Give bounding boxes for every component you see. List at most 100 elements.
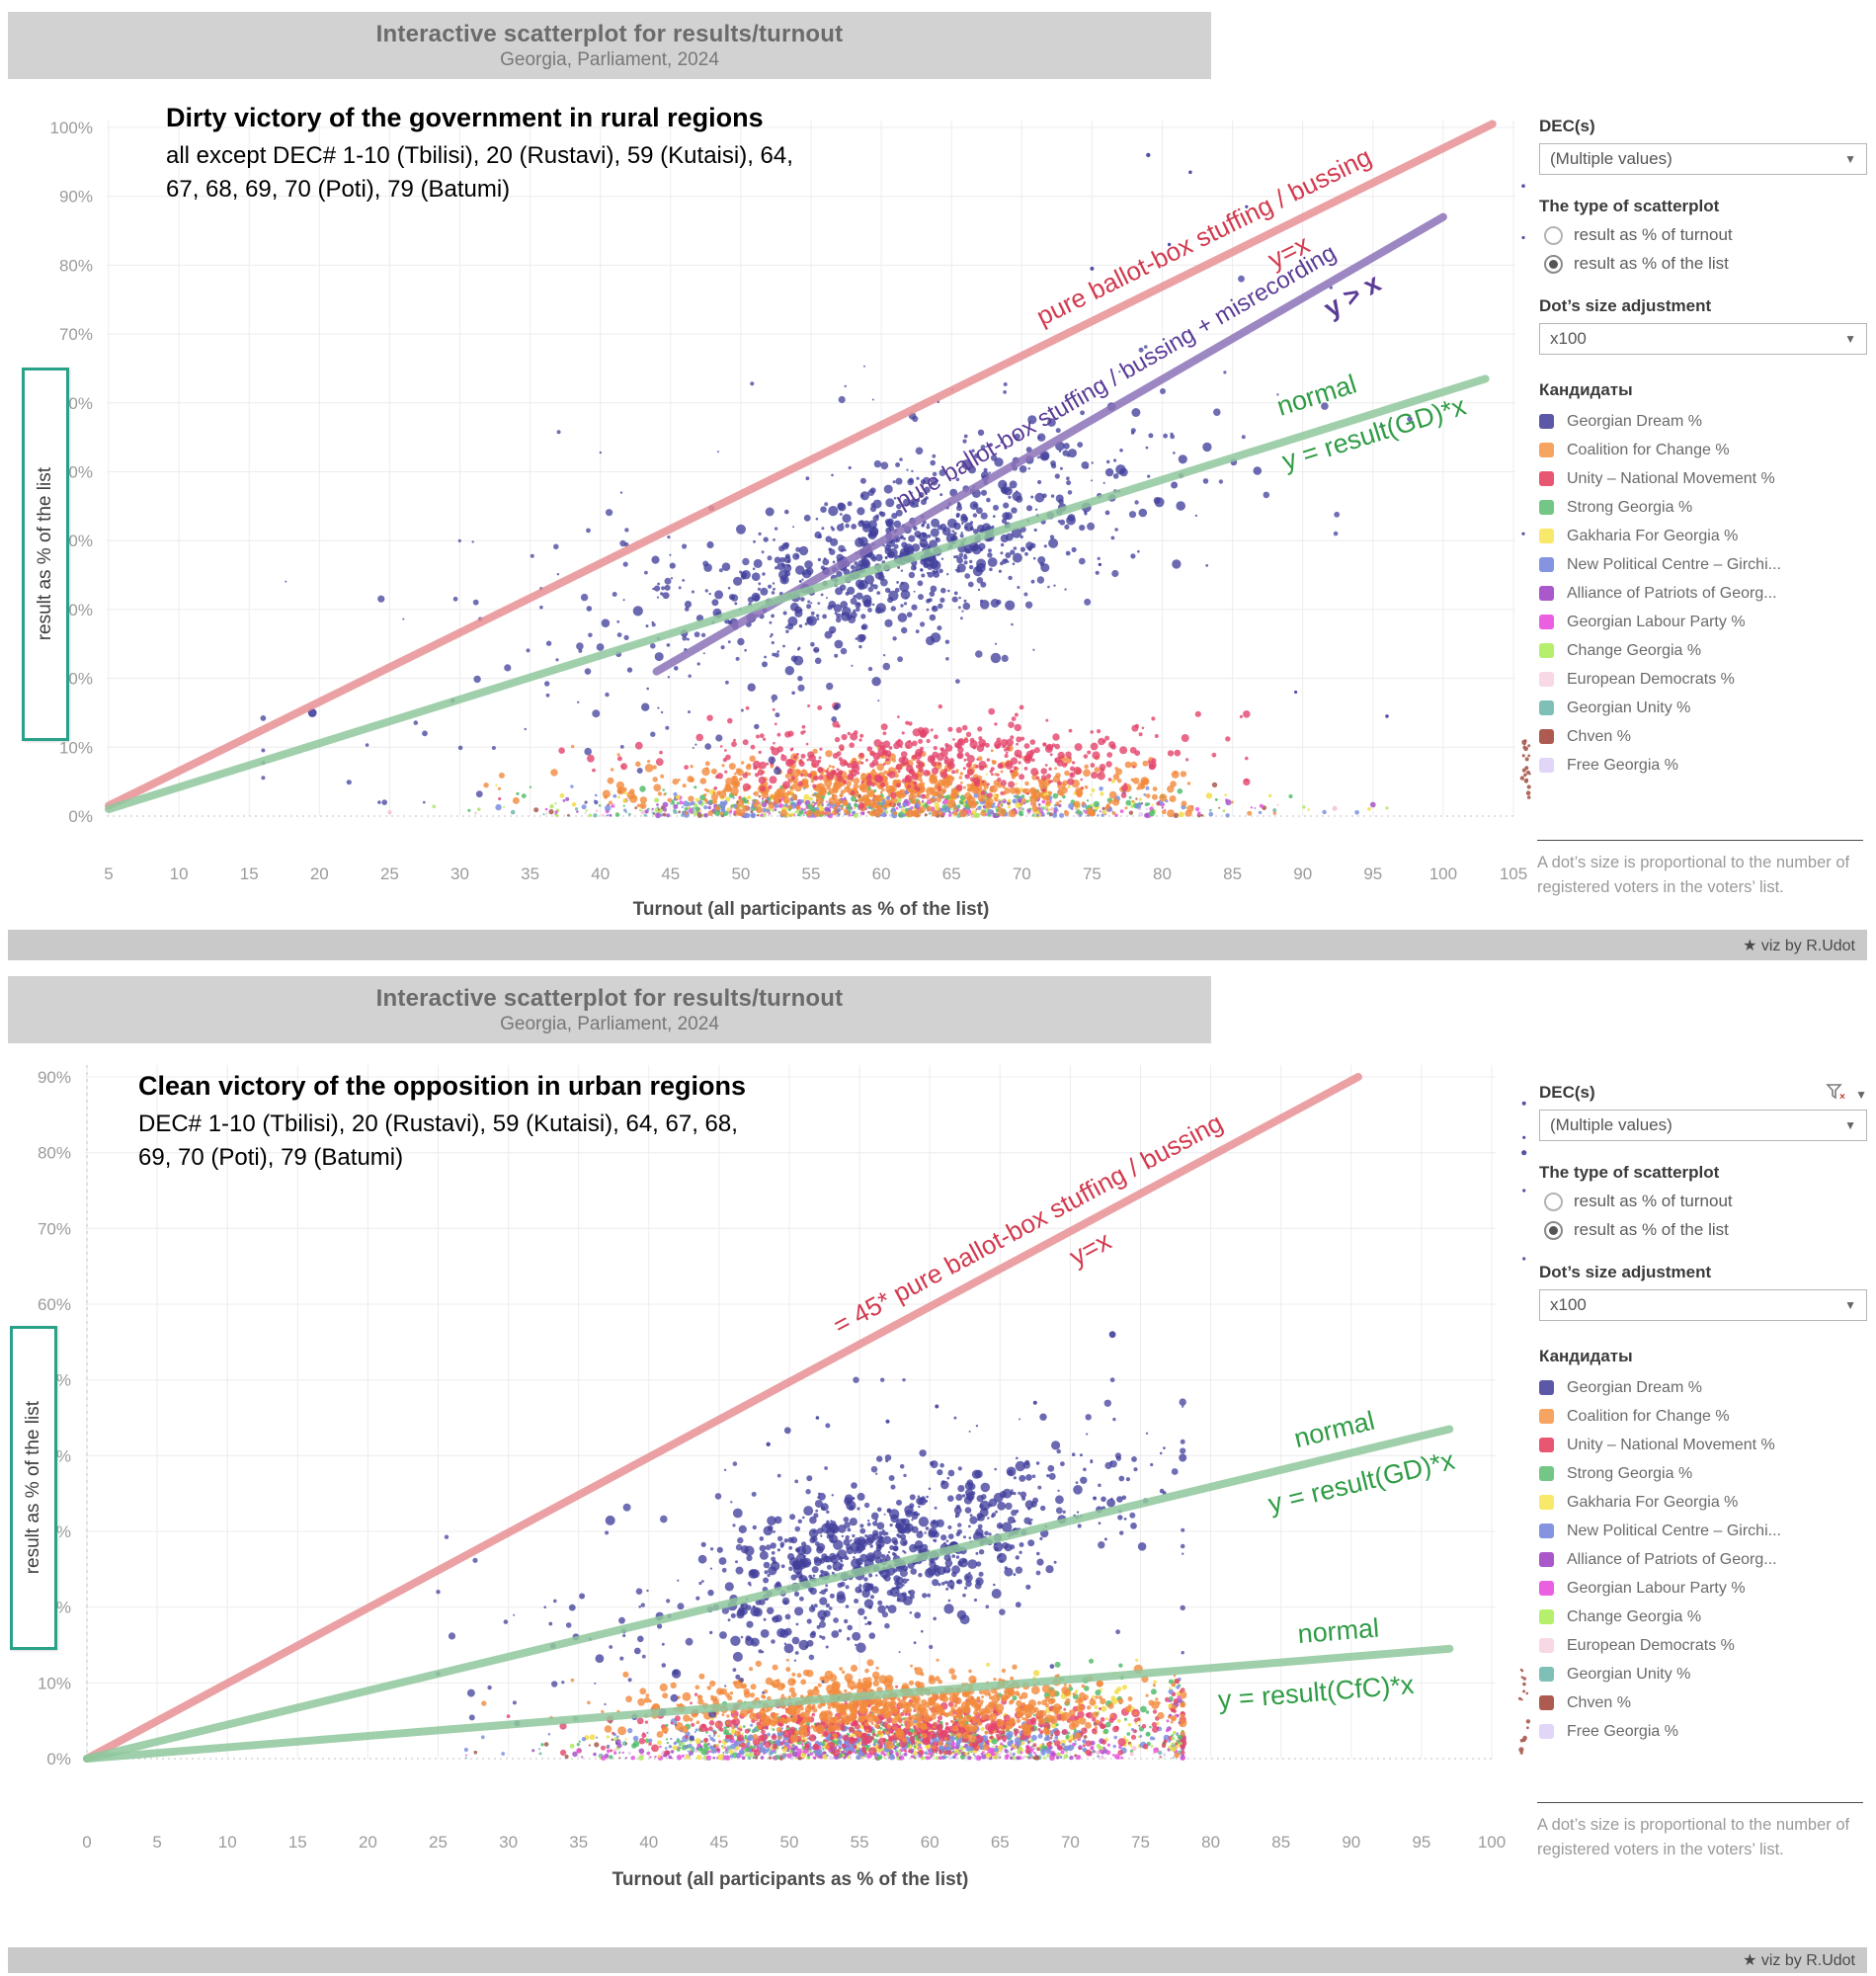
y-axis-label-box: result as % of the list bbox=[22, 368, 69, 741]
legend-item[interactable]: Coalition for Change % bbox=[1539, 1402, 1867, 1431]
legend-swatch-icon bbox=[1539, 1495, 1554, 1510]
svg-text:45: 45 bbox=[661, 864, 680, 883]
svg-text:5: 5 bbox=[152, 1833, 161, 1852]
legend-swatch-icon bbox=[1539, 1552, 1554, 1567]
legend-swatch-icon bbox=[1539, 729, 1554, 744]
legend-item[interactable]: Chven % bbox=[1539, 722, 1867, 751]
legend-item[interactable]: Georgian Dream % bbox=[1539, 1373, 1867, 1402]
dot-size-label: Dot’s size adjustment bbox=[1539, 1263, 1712, 1281]
svg-text:25: 25 bbox=[429, 1833, 448, 1852]
legend-title: Кандидаты bbox=[1539, 380, 1633, 399]
radio-result-pct-of-turnout[interactable]: result as % of turnout bbox=[1544, 225, 1867, 245]
legend-label: Georgian Unity % bbox=[1567, 699, 1691, 716]
svg-text:100%: 100% bbox=[50, 119, 93, 137]
dec-filter-dropdown[interactable]: (Multiple values) ▼ bbox=[1539, 143, 1867, 175]
svg-text:60: 60 bbox=[872, 864, 891, 883]
dot-size-dropdown[interactable]: x100 ▼ bbox=[1539, 1289, 1867, 1321]
legend-item[interactable]: Free Georgia % bbox=[1539, 1717, 1867, 1746]
filter-exclude-icon[interactable]: × bbox=[1826, 1083, 1847, 1106]
menu-caret-icon[interactable]: ▼ bbox=[1855, 1087, 1867, 1102]
legend-swatch-icon bbox=[1539, 557, 1554, 572]
dot-size-footnote: A dot’s size is proportional to the numb… bbox=[1537, 840, 1863, 900]
dec-filter-dropdown[interactable]: (Multiple values) ▼ bbox=[1539, 1110, 1867, 1141]
scatterplot-canvas[interactable]: 5 10 15 20 25 30 35 40 45 50 55 60 65 70 75 80 85 90 95 100… bbox=[8, 83, 1539, 933]
radio-result-pct-of-list[interactable]: result as % of the list bbox=[1544, 254, 1867, 274]
panel-header: Interactive scatterplot for results/turn… bbox=[8, 12, 1211, 79]
radio-icon-selected[interactable] bbox=[1544, 1220, 1563, 1240]
panel-subtitle: Georgia, Parliament, 2024 bbox=[500, 1014, 719, 1034]
legend-item[interactable]: Georgian Dream % bbox=[1539, 407, 1867, 436]
radio-icon-unselected[interactable] bbox=[1544, 1192, 1563, 1211]
scatterplot-type-label: The type of scatterplot bbox=[1539, 1163, 1720, 1182]
dec-filter-label: DEC(s) bbox=[1539, 1083, 1595, 1102]
legend-item[interactable]: Strong Georgia % bbox=[1539, 1459, 1867, 1488]
candidates-legend: Georgian Dream % Coalition for Change % Un… bbox=[1539, 407, 1867, 780]
chart-annotation-title: Clean victory of the opposition in urban… bbox=[138, 1071, 747, 1101]
annotation-line1: DEC# 1-10 (Tbilisi), 20 (Rustavi), 59 (K… bbox=[138, 1111, 738, 1137]
panel-title: Interactive scatterplot for results/turn… bbox=[375, 21, 844, 47]
radio-label: result as % of the list bbox=[1574, 1220, 1729, 1239]
legend-item[interactable]: Free Georgia % bbox=[1539, 751, 1867, 780]
legend-item[interactable]: Unity – National Movement % bbox=[1539, 1431, 1867, 1459]
legend-label: Alliance of Patriots of Georg... bbox=[1567, 1550, 1777, 1568]
radio-icon-unselected[interactable] bbox=[1544, 225, 1563, 245]
legend-item[interactable]: Alliance of Patriots of Georg... bbox=[1539, 1545, 1867, 1574]
svg-text:0%: 0% bbox=[46, 1750, 71, 1769]
controls-sidebar: DEC(s) × ▼ (Multiple values) ▼ The type … bbox=[1539, 1083, 1867, 1746]
svg-text:70: 70 bbox=[1061, 1833, 1080, 1852]
chart-annotation: Dirty victory of the government in rural… bbox=[166, 103, 793, 206]
legend-item[interactable]: Gakharia For Georgia % bbox=[1539, 522, 1867, 550]
legend-item[interactable]: Strong Georgia % bbox=[1539, 493, 1867, 522]
dot-size-footnote: A dot’s size is proportional to the numb… bbox=[1537, 1802, 1863, 1862]
legend-item[interactable]: Coalition for Change % bbox=[1539, 436, 1867, 464]
dec-filter-value: (Multiple values) bbox=[1550, 149, 1672, 168]
svg-text:70%: 70% bbox=[59, 325, 93, 344]
radio-result-pct-of-list[interactable]: result as % of the list bbox=[1544, 1220, 1867, 1240]
legend-label: Coalition for Change % bbox=[1567, 441, 1730, 458]
legend-swatch-icon bbox=[1539, 672, 1554, 687]
svg-text:0: 0 bbox=[82, 1833, 91, 1852]
legend-item[interactable]: European Democrats % bbox=[1539, 665, 1867, 694]
svg-text:60: 60 bbox=[921, 1833, 939, 1852]
legend-item[interactable]: Unity – National Movement % bbox=[1539, 464, 1867, 493]
dropdown-caret-icon: ▼ bbox=[1844, 1118, 1856, 1132]
legend-item[interactable]: Georgian Labour Party % bbox=[1539, 1574, 1867, 1603]
panel-subtitle: Georgia, Parliament, 2024 bbox=[500, 49, 719, 70]
annotation-line2: 69, 70 (Poti), 79 (Batumi) bbox=[138, 1143, 404, 1171]
legend-swatch-icon bbox=[1539, 1609, 1554, 1624]
legend-item[interactable]: New Political Centre – Girchi... bbox=[1539, 1517, 1867, 1545]
legend-swatch-icon bbox=[1539, 1523, 1554, 1538]
legend-label: Unity – National Movement % bbox=[1567, 1436, 1775, 1453]
scatterplot-canvas[interactable]: 0 5 10 15 20 25 30 35 40 45 50 55 60 65 70 75 80 85 90 95 10… bbox=[8, 1049, 1539, 1899]
legend-item[interactable]: Gakharia For Georgia % bbox=[1539, 1488, 1867, 1517]
legend-label: Unity – National Movement % bbox=[1567, 469, 1775, 487]
dot-size-dropdown[interactable]: x100 ▼ bbox=[1539, 323, 1867, 355]
svg-text:100: 100 bbox=[1429, 864, 1457, 883]
legend-item[interactable]: Georgian Labour Party % bbox=[1539, 608, 1867, 636]
legend-item[interactable]: Georgian Unity % bbox=[1539, 1660, 1867, 1688]
legend-item[interactable]: European Democrats % bbox=[1539, 1631, 1867, 1660]
svg-text:50: 50 bbox=[780, 1833, 799, 1852]
svg-text:0%: 0% bbox=[68, 807, 93, 826]
legend-item[interactable]: New Political Centre – Girchi... bbox=[1539, 550, 1867, 579]
legend-swatch-icon bbox=[1539, 586, 1554, 601]
svg-text:normal: normal bbox=[1273, 369, 1360, 421]
svg-text:90%: 90% bbox=[38, 1068, 71, 1087]
svg-text:85: 85 bbox=[1271, 1833, 1290, 1852]
svg-text:80: 80 bbox=[1153, 864, 1172, 883]
legend-label: Gakharia For Georgia % bbox=[1567, 1493, 1739, 1511]
svg-text:70%: 70% bbox=[38, 1219, 71, 1238]
svg-text:5: 5 bbox=[104, 864, 113, 883]
radio-result-pct-of-turnout[interactable]: result as % of turnout bbox=[1544, 1192, 1867, 1211]
chart-annotation: Clean victory of the opposition in urban… bbox=[138, 1071, 746, 1174]
legend-item[interactable]: Chven % bbox=[1539, 1688, 1867, 1717]
legend-item[interactable]: Georgian Unity % bbox=[1539, 694, 1867, 722]
legend-item[interactable]: Change Georgia % bbox=[1539, 1603, 1867, 1631]
legend-item[interactable]: Change Georgia % bbox=[1539, 636, 1867, 665]
legend-item[interactable]: Alliance of Patriots of Georg... bbox=[1539, 579, 1867, 608]
dec-filter-label: DEC(s) bbox=[1539, 117, 1595, 135]
legend-label: Coalition for Change % bbox=[1567, 1407, 1730, 1425]
legend-label: Change Georgia % bbox=[1567, 1607, 1702, 1625]
radio-icon-selected[interactable] bbox=[1544, 254, 1563, 274]
legend-swatch-icon bbox=[1539, 500, 1554, 515]
